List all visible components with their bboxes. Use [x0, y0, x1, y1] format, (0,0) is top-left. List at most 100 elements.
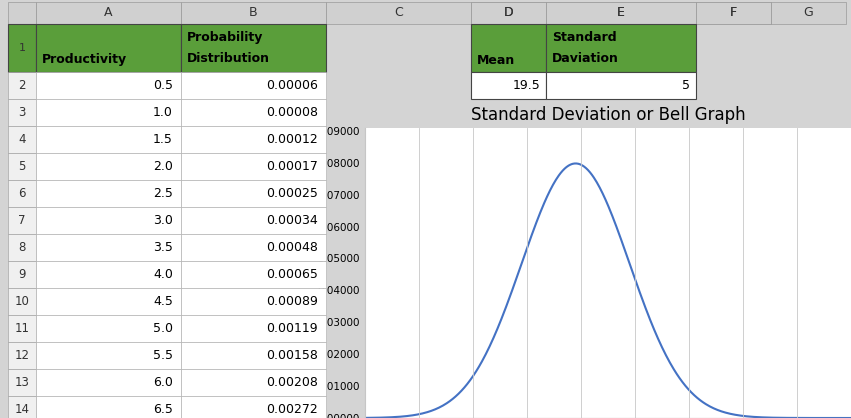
Bar — [181, 72, 326, 99]
Text: F: F — [730, 7, 737, 20]
Text: D: D — [504, 7, 513, 20]
Text: Daviation: Daviation — [552, 52, 619, 65]
Bar — [36, 234, 181, 261]
Bar — [181, 288, 326, 315]
Bar — [36, 315, 181, 342]
Text: 0.00025: 0.00025 — [266, 187, 318, 200]
Text: B: B — [249, 7, 258, 20]
Text: 5: 5 — [19, 160, 26, 173]
Bar — [181, 2, 326, 24]
Bar — [696, 2, 771, 24]
Text: 0.00017: 0.00017 — [266, 160, 318, 173]
Bar — [8, 261, 36, 288]
Bar — [8, 2, 36, 24]
Bar — [36, 369, 181, 396]
Text: 0.00008: 0.00008 — [266, 106, 318, 119]
Text: 2.5: 2.5 — [153, 187, 173, 200]
Bar — [8, 207, 36, 234]
Text: 1.5: 1.5 — [153, 133, 173, 146]
Bar — [181, 396, 326, 418]
Text: 19.5: 19.5 — [512, 79, 540, 92]
Text: 0.00034: 0.00034 — [266, 214, 318, 227]
Bar — [36, 261, 181, 288]
Bar — [8, 396, 36, 418]
Text: 4: 4 — [18, 133, 26, 146]
Text: 0.00006: 0.00006 — [266, 79, 318, 92]
Text: E: E — [617, 7, 625, 20]
Bar — [36, 342, 181, 369]
Text: 2.0: 2.0 — [153, 160, 173, 173]
Text: 13: 13 — [14, 376, 30, 389]
Text: 0.00048: 0.00048 — [266, 241, 318, 254]
Text: 0.00119: 0.00119 — [266, 322, 318, 335]
Bar — [181, 261, 326, 288]
Text: 0.5: 0.5 — [153, 79, 173, 92]
Text: 10: 10 — [14, 295, 30, 308]
Bar — [181, 234, 326, 261]
Bar — [326, 2, 471, 24]
Bar — [8, 288, 36, 315]
Bar — [471, 24, 546, 72]
Bar — [471, 72, 546, 99]
Text: 12: 12 — [14, 349, 30, 362]
Bar — [36, 99, 181, 126]
Text: G: G — [803, 7, 814, 20]
Text: 3: 3 — [19, 106, 26, 119]
Text: Standard: Standard — [552, 31, 617, 44]
Bar — [181, 180, 326, 207]
Text: 5.5: 5.5 — [153, 349, 173, 362]
Text: Mean: Mean — [477, 54, 515, 66]
Text: 6.5: 6.5 — [153, 403, 173, 416]
Bar — [181, 24, 326, 72]
Bar — [8, 234, 36, 261]
Bar — [36, 2, 181, 24]
Text: 0.00208: 0.00208 — [266, 376, 318, 389]
Bar — [181, 207, 326, 234]
Text: F: F — [730, 7, 737, 20]
Text: 1.0: 1.0 — [153, 106, 173, 119]
Text: 11: 11 — [14, 322, 30, 335]
Bar — [546, 24, 696, 72]
Text: Probability: Probability — [187, 31, 263, 44]
Bar — [8, 24, 36, 72]
Text: 2: 2 — [18, 79, 26, 92]
Text: 0.00158: 0.00158 — [266, 349, 318, 362]
Bar — [36, 72, 181, 99]
Bar — [36, 207, 181, 234]
Text: 7: 7 — [18, 214, 26, 227]
Text: A: A — [105, 7, 112, 20]
Bar — [181, 315, 326, 342]
Bar — [8, 126, 36, 153]
Text: 1: 1 — [19, 43, 26, 53]
Bar — [8, 180, 36, 207]
Bar — [36, 126, 181, 153]
Bar — [36, 24, 181, 72]
Text: 0.00272: 0.00272 — [266, 403, 318, 416]
Bar — [546, 2, 696, 24]
Bar — [181, 369, 326, 396]
Text: 9: 9 — [18, 268, 26, 281]
Bar — [181, 126, 326, 153]
Bar — [8, 342, 36, 369]
Bar — [181, 153, 326, 180]
Bar — [546, 72, 696, 99]
Text: 5: 5 — [682, 79, 690, 92]
Text: Distribution: Distribution — [187, 52, 270, 65]
Bar — [36, 396, 181, 418]
Bar — [8, 153, 36, 180]
Text: 3.5: 3.5 — [153, 241, 173, 254]
Bar — [8, 315, 36, 342]
Text: D: D — [504, 7, 513, 20]
Text: 0.00065: 0.00065 — [266, 268, 318, 281]
Bar — [36, 153, 181, 180]
Text: 6.0: 6.0 — [153, 376, 173, 389]
Bar — [471, 2, 546, 24]
Bar — [8, 369, 36, 396]
Bar — [36, 288, 181, 315]
Bar — [181, 99, 326, 126]
Text: 0.00012: 0.00012 — [266, 133, 318, 146]
Bar — [546, 2, 696, 24]
Text: Productivity: Productivity — [42, 54, 127, 66]
Bar — [181, 342, 326, 369]
Title: Standard Deviation or Bell Graph: Standard Deviation or Bell Graph — [471, 106, 745, 124]
